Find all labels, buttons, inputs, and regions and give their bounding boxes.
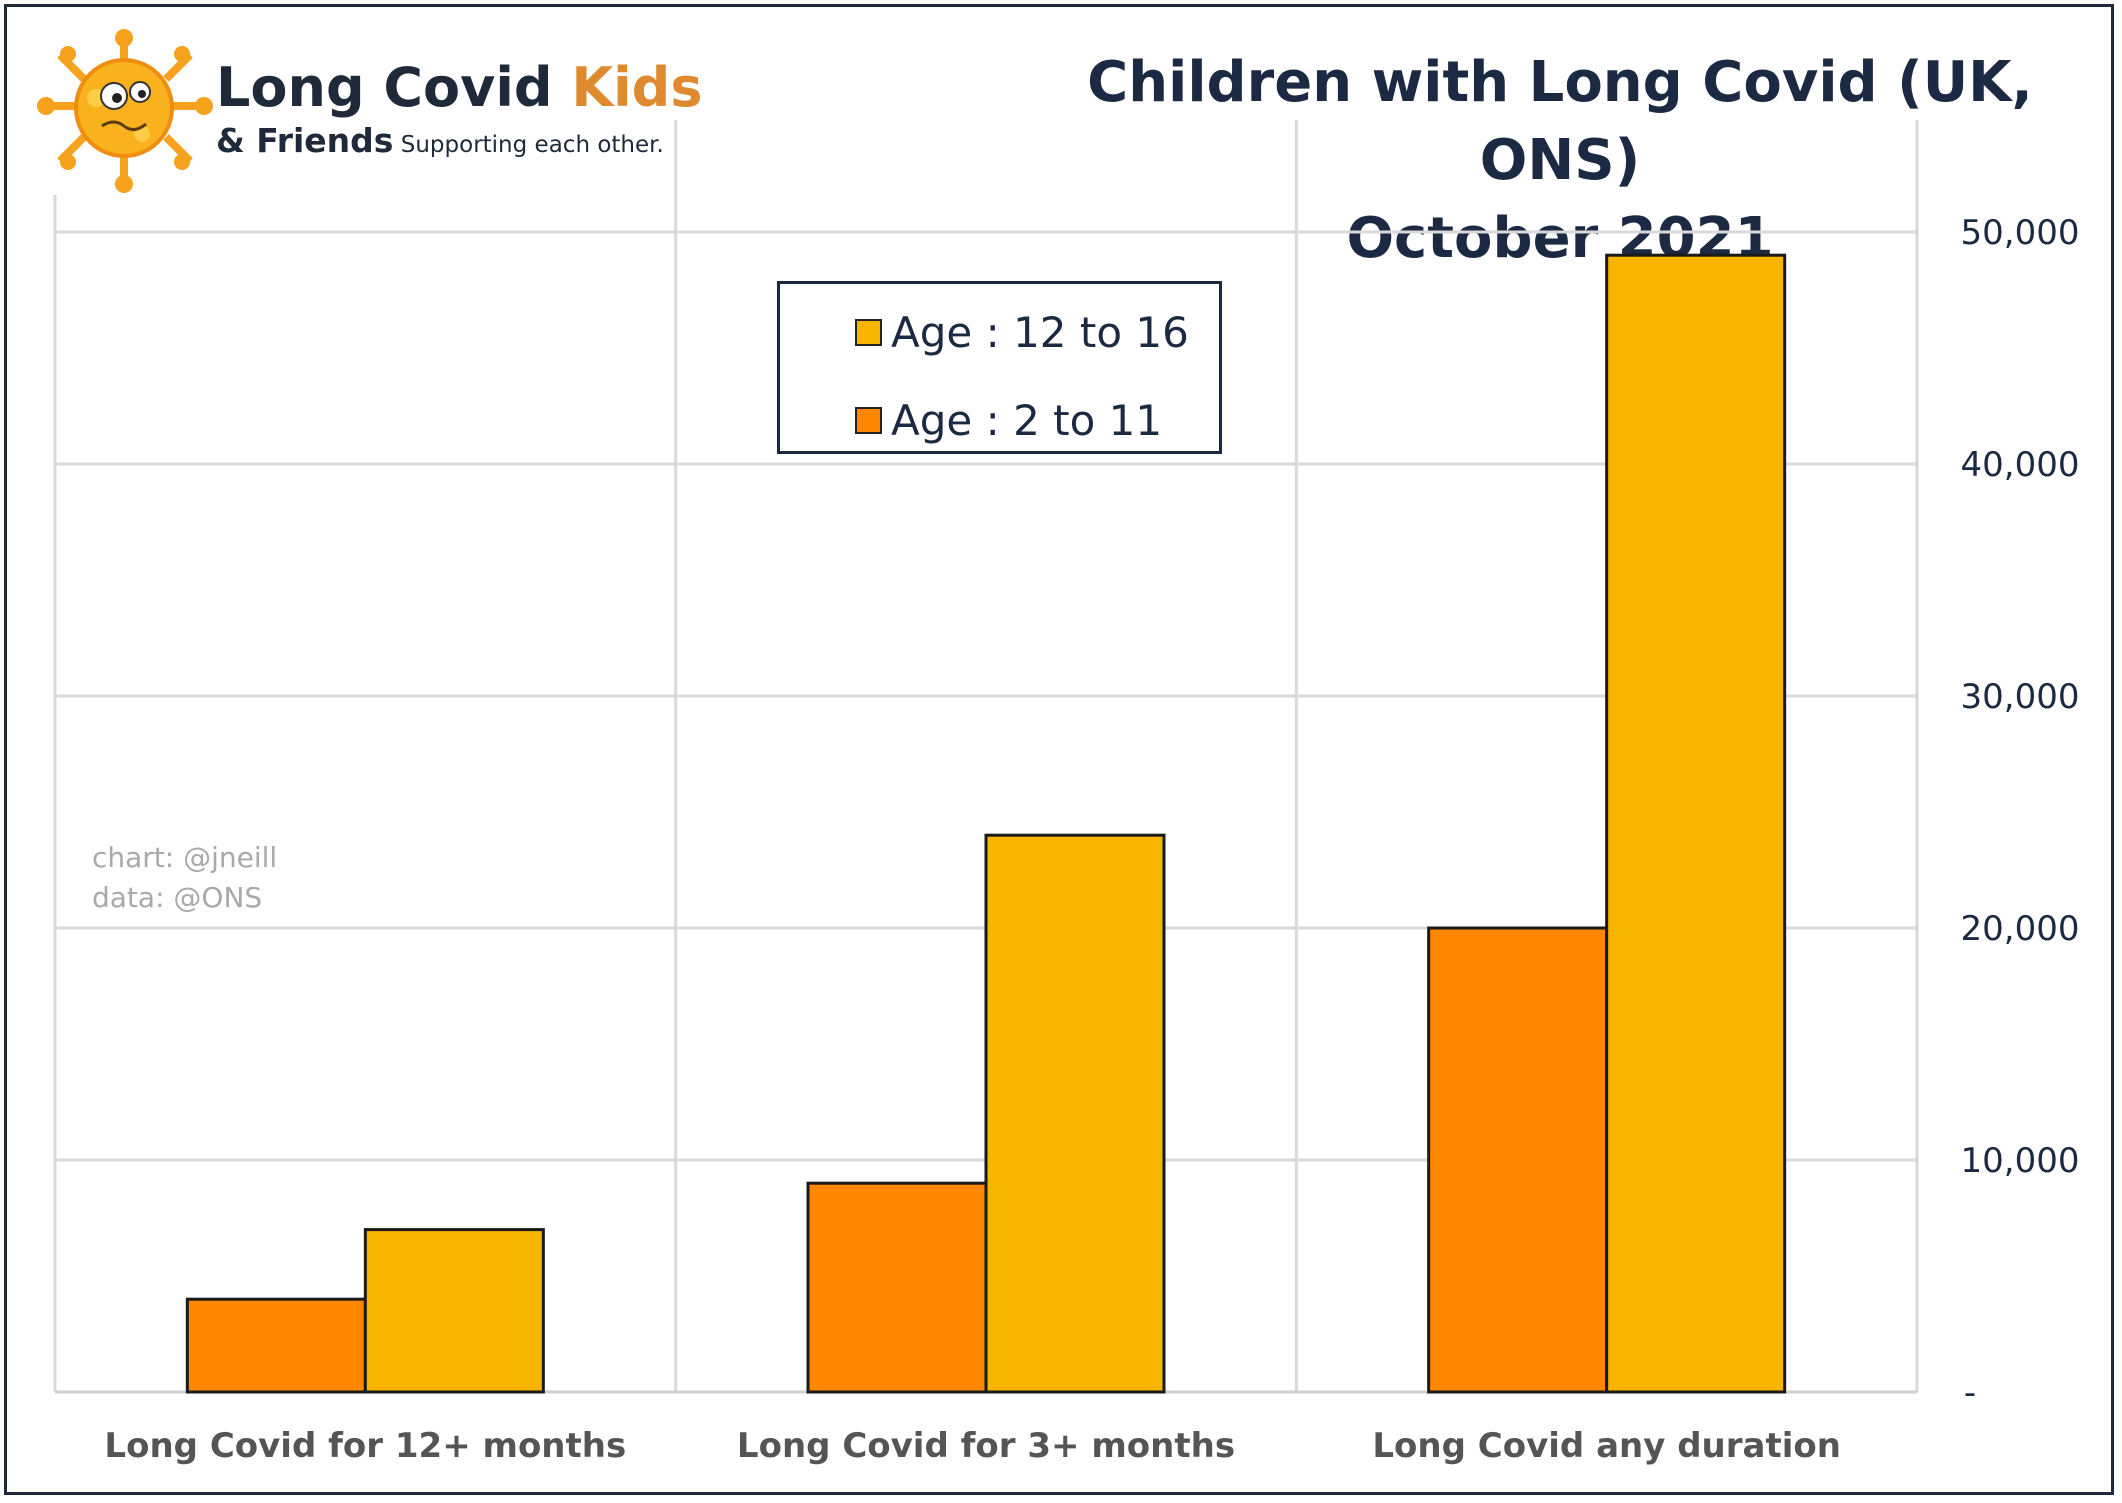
credit-chart-line: chart: @jneill	[92, 841, 278, 874]
bar-series1-cat0	[363, 1228, 545, 1394]
chart-credit: chart: @jneill data: @ONS	[92, 838, 277, 918]
bar-series0-cat1	[806, 1181, 988, 1394]
chart-title: Children with Long Covid (UK, ONS)	[1087, 50, 2033, 193]
x-tick-label-2: Long Covid any duration	[1372, 1426, 1841, 1466]
y-tick-label-4: 40,000	[1961, 445, 2080, 485]
y-tick-label-0: -	[1964, 1373, 1976, 1413]
y-tick-label-2: 20,000	[1961, 909, 2080, 949]
bar-series1-cat2	[1605, 253, 1787, 1394]
legend-item-age-2-11: Age : 2 to 11	[855, 390, 1162, 450]
legend-swatch-age-2-11	[855, 406, 882, 434]
legend-swatch-age-12-16	[855, 318, 882, 346]
x-tick-label-0: Long Covid for 12+ months	[104, 1426, 626, 1466]
chart-legend: Age : 12 to 16 Age : 2 to 11	[777, 281, 1222, 454]
legend-label-age-12-16: Age : 12 to 16	[891, 307, 1189, 357]
bar-series0-cat0	[185, 1297, 367, 1394]
bar-series0-cat2	[1427, 926, 1609, 1394]
brand-logo: Long Covid Kids & Friends Supporting eac…	[36, 26, 702, 196]
brand-name: Long Covid Kids	[216, 56, 703, 119]
legend-item-age-12-16: Age : 12 to 16	[855, 302, 1189, 362]
x-tick-label-1: Long Covid for 3+ months	[737, 1426, 1235, 1466]
legend-label-age-2-11: Age : 2 to 11	[891, 395, 1163, 445]
chart-frame	[4, 4, 2114, 1495]
virus-mascot-icon	[37, 29, 213, 193]
y-tick-label-3: 30,000	[1961, 677, 2080, 717]
y-tick-label-5: 50,000	[1961, 213, 2080, 253]
brand-tagline: & Friends Supporting each other.	[216, 121, 664, 160]
y-tick-label-1: 10,000	[1961, 1141, 2080, 1181]
credit-data-line: data: @ONS	[92, 881, 263, 914]
bar-series1-cat1	[984, 833, 1166, 1394]
